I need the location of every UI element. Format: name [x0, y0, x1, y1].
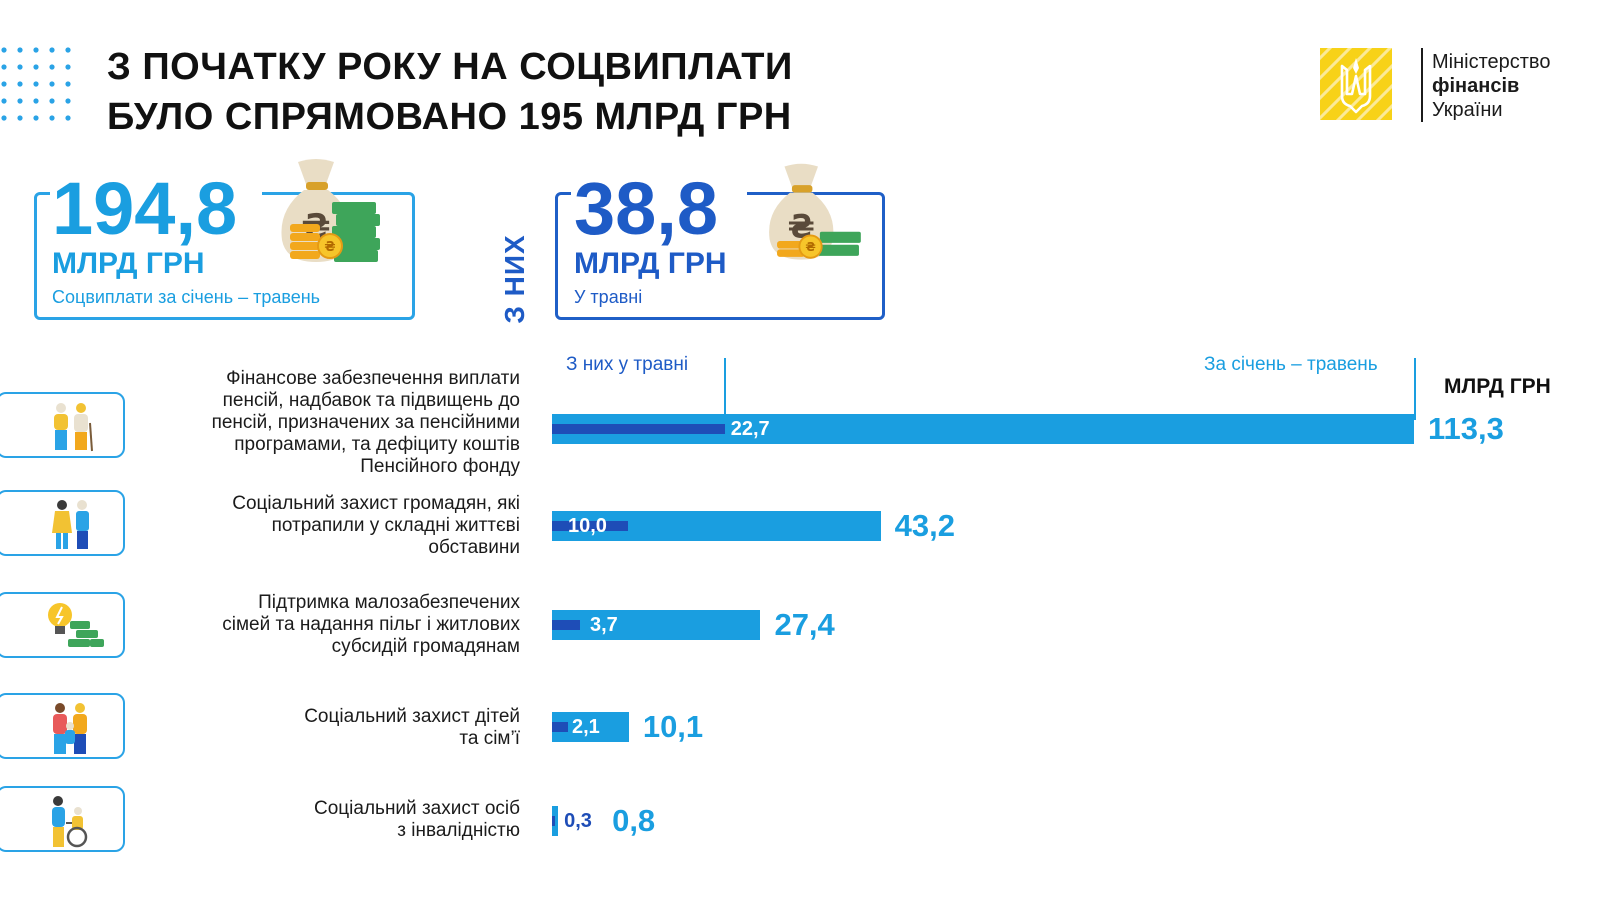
legend-tick-may: [724, 358, 726, 420]
category-label-line: обставини: [428, 537, 520, 558]
family-support-icon: [46, 497, 96, 556]
category-icon-card: [0, 693, 125, 759]
category-label-line: Соціальний захист громадян, які: [232, 493, 520, 514]
decorative-dots: [1, 47, 71, 121]
bar-total: [552, 610, 761, 640]
category-label-line: пенсій, надбавок та підвищень до: [222, 390, 520, 411]
ministry-name-line-2: фінансів: [1432, 75, 1520, 97]
kpi-total-caption: Соцвиплати за січень – травень: [52, 287, 321, 307]
category-label: Підтримка малозабезпечених сімей та надан…: [110, 592, 520, 658]
category-label: Фінансове забезпечення виплати пенсій, на…: [110, 368, 520, 478]
category-label-line: програмами, та дефіциту коштів: [234, 434, 520, 455]
category-label-line: Підтримка малозабезпечених: [258, 592, 520, 613]
category-label-line: Соціальний захист дітей: [304, 706, 520, 727]
category-label: Соціальний захист осіб з інвалідністю: [110, 798, 520, 842]
family-children-icon: [46, 700, 96, 763]
kpi-may-unit: МЛРД ГРН: [574, 247, 727, 280]
category-label-line: та сім’ї: [459, 728, 520, 749]
data-label-total: 10,1: [642, 709, 704, 744]
ministry-name: Міністерство фінансів України: [1432, 50, 1550, 122]
legend-tick-total: [1414, 358, 1416, 420]
category-label: Соціальний захист громадян, які потрапили…: [110, 493, 520, 559]
category-icon-card: [0, 592, 125, 658]
category-icon-card: [0, 490, 125, 556]
kpi-may-value: 38,8: [574, 167, 719, 250]
category-label-line: субсидій громадянам: [331, 636, 520, 657]
title-line-1: З ПОЧАТКУ РОКУ НА СОЦВИПЛАТИ: [107, 46, 793, 88]
bar-may: [552, 620, 581, 630]
bar-may: [552, 816, 555, 826]
legend-total: За січень – травень: [1204, 354, 1378, 375]
ministry-name-line-3: України: [1432, 99, 1503, 121]
category-label-line: сімей та надання пільг і житлових: [222, 614, 520, 635]
svg-text:₴: ₴: [324, 240, 335, 255]
data-label-total: 113,3: [1428, 411, 1504, 446]
data-label-may: 10,0: [568, 515, 607, 537]
wheelchair-icon: [46, 793, 96, 854]
bar-may: [552, 424, 725, 434]
page-title: З ПОЧАТКУ РОКУ НА СОЦВИПЛАТИ БУЛО СПРЯМО…: [107, 42, 793, 142]
category-label: Соціальний захист дітей та сім’ї: [110, 706, 520, 750]
money-bag-icon: ₴ ₴: [281, 159, 380, 262]
category-label-line: потрапили у складні життєві: [271, 515, 520, 536]
unit-label: МЛРД ГРН: [1444, 375, 1551, 398]
trident-icon: [1320, 48, 1392, 120]
data-label-total: 43,2: [894, 508, 955, 543]
category-label-line: Соціальний захист осіб: [314, 798, 520, 819]
bar-total: [552, 806, 559, 836]
data-label-may: 0,3: [564, 810, 592, 832]
svg-text:₴: ₴: [805, 240, 815, 254]
elderly-couple-icon: [46, 399, 96, 458]
data-label-total: 27,4: [774, 607, 835, 642]
data-label-total: 0,8: [612, 803, 656, 838]
kpi-total-value: 194,8: [52, 167, 238, 250]
title-line-2: БУЛО СПРЯМОВАНО 195 МЛРД ГРН: [107, 96, 792, 138]
lightbulb-money-icon: [46, 599, 106, 658]
category-label-line: Фінансове забезпечення виплати: [226, 368, 520, 389]
data-label-may: 22,7: [730, 418, 770, 440]
bar-may: [552, 521, 629, 531]
category-label-line: пенсій, призначених за пенсійними: [211, 412, 520, 433]
data-label-may: 3,7: [590, 614, 618, 636]
money-bag-icon: ₴ ₴: [769, 163, 861, 260]
category-icon-card: [0, 786, 125, 852]
category-label-line: Пенсійного фонду: [360, 456, 520, 477]
ministry-logo: [1320, 48, 1392, 120]
ministry-name-line-1: Міністерство: [1432, 51, 1551, 73]
category-icon-card: [0, 392, 125, 458]
logo-divider: [1421, 48, 1423, 122]
kpi-total-unit: МЛРД ГРН: [52, 247, 205, 280]
bar-may: [552, 722, 568, 732]
data-label-may: 2,1: [572, 716, 600, 738]
of-which-label: З НИХ: [499, 234, 530, 324]
legend-may: З них у травні: [566, 354, 689, 375]
kpi-may-caption: У травні: [574, 287, 643, 307]
category-label-line: з інвалідністю: [397, 820, 520, 841]
